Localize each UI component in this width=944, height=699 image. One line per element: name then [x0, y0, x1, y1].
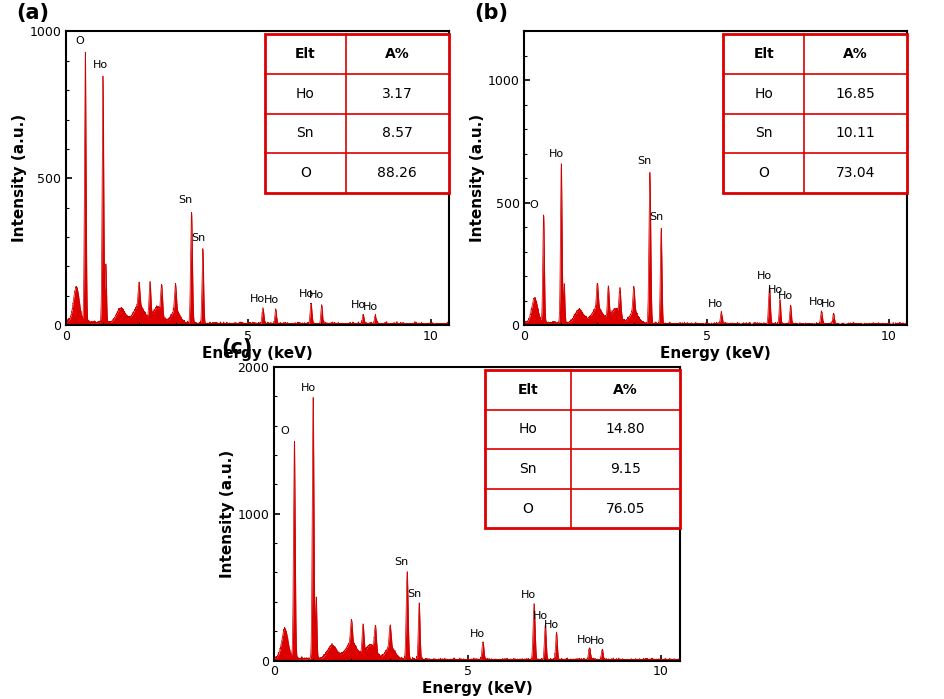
Text: Sn: Sn: [407, 589, 421, 599]
Text: 88.26: 88.26: [377, 166, 416, 180]
Text: O: O: [757, 166, 768, 180]
X-axis label: Energy (keV): Energy (keV): [660, 346, 770, 361]
Text: (b): (b): [474, 3, 508, 22]
X-axis label: Energy (keV): Energy (keV): [421, 682, 532, 696]
Text: Sn: Sn: [649, 212, 663, 222]
Text: A%: A%: [613, 383, 637, 397]
Text: (a): (a): [16, 3, 49, 22]
Text: 16.85: 16.85: [834, 87, 874, 101]
Y-axis label: Intensity (a.u.): Intensity (a.u.): [11, 114, 26, 243]
Bar: [265, 34, 448, 193]
Text: Ho: Ho: [756, 271, 771, 282]
Text: 3.17: 3.17: [381, 87, 413, 101]
Text: 9.15: 9.15: [610, 462, 640, 476]
Text: Ho: Ho: [808, 297, 823, 308]
Text: O: O: [76, 36, 84, 46]
Text: Sn: Sn: [178, 194, 193, 205]
Text: Ho: Ho: [589, 636, 604, 646]
Text: Sn: Sn: [191, 233, 205, 243]
Text: Ho: Ho: [309, 290, 324, 300]
Text: Sn: Sn: [394, 556, 408, 567]
Text: Sn: Sn: [518, 462, 536, 476]
Text: O: O: [299, 166, 311, 180]
Y-axis label: Intensity (a.u.): Intensity (a.u.): [219, 449, 234, 578]
Text: A%: A%: [384, 48, 409, 62]
Y-axis label: Intensity (a.u.): Intensity (a.u.): [469, 114, 484, 243]
Text: Ho: Ho: [249, 294, 265, 304]
Text: 8.57: 8.57: [381, 127, 413, 140]
Text: Ho: Ho: [520, 590, 535, 600]
Text: Ho: Ho: [295, 87, 314, 101]
Text: Sn: Sn: [636, 156, 650, 166]
Text: Ho: Ho: [548, 149, 564, 159]
X-axis label: Energy (keV): Energy (keV): [202, 346, 312, 361]
Text: Elt: Elt: [752, 48, 773, 62]
Text: Ho: Ho: [532, 611, 548, 621]
Text: Ho: Ho: [753, 87, 772, 101]
Text: Ho: Ho: [544, 620, 559, 630]
Text: Sn: Sn: [754, 127, 771, 140]
Text: Ho: Ho: [469, 629, 484, 639]
Text: 14.80: 14.80: [605, 422, 645, 436]
Text: Elt: Elt: [517, 383, 538, 397]
Text: O: O: [280, 426, 289, 436]
Text: (c): (c): [221, 338, 252, 358]
Bar: [723, 34, 906, 193]
Text: Ho: Ho: [820, 299, 835, 309]
Text: 76.05: 76.05: [605, 502, 645, 516]
Text: Elt: Elt: [295, 48, 315, 62]
Text: Ho: Ho: [707, 299, 723, 309]
Bar: [485, 370, 680, 528]
Text: A%: A%: [842, 48, 867, 62]
Text: Ho: Ho: [767, 285, 782, 295]
Text: O: O: [529, 200, 537, 210]
Text: Sn: Sn: [296, 127, 313, 140]
Text: Ho: Ho: [350, 301, 365, 310]
Text: O: O: [522, 502, 533, 516]
Text: 73.04: 73.04: [834, 166, 874, 180]
Text: Ho: Ho: [518, 422, 537, 436]
Text: Ho: Ho: [263, 296, 278, 305]
Text: Ho: Ho: [778, 291, 793, 301]
Text: 10.11: 10.11: [834, 127, 874, 140]
Text: Ho: Ho: [576, 635, 591, 644]
Text: Ho: Ho: [93, 59, 109, 70]
Text: Ho: Ho: [298, 289, 313, 298]
Text: Ho: Ho: [300, 383, 315, 394]
Text: Ho: Ho: [362, 302, 378, 312]
